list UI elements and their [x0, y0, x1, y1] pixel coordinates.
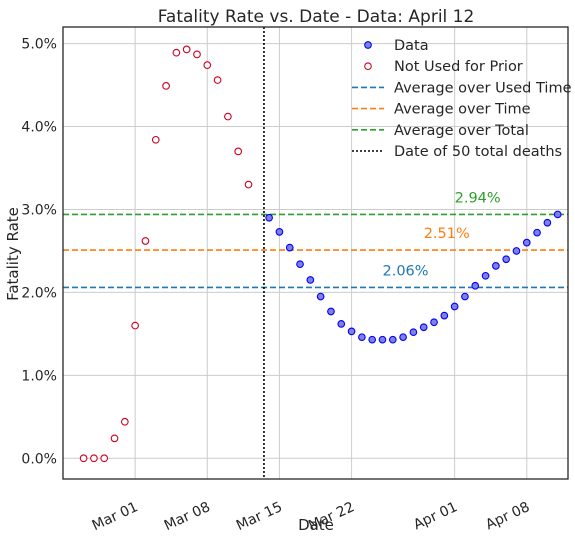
not-used-point: [100, 454, 109, 463]
not-used-point: [213, 76, 222, 84]
not-used-point: [193, 50, 201, 59]
y-tick-label: 3.0%: [21, 202, 57, 218]
legend-entry: Average over Used Time: [394, 80, 572, 96]
data-point: [430, 318, 438, 327]
x-axis-label: Date: [298, 516, 334, 534]
legend-entry: Data: [394, 38, 429, 54]
data-point: [306, 276, 315, 284]
legend-entry: Date of 50 total deaths: [394, 144, 562, 160]
legend-marker: [364, 41, 372, 49]
value-annotations: 2.06% 2.51% 2.94%: [382, 190, 500, 279]
data-point: [337, 320, 346, 328]
legend-entry: Average over Total: [394, 123, 529, 139]
not-used-point: [90, 454, 98, 463]
data-point: [378, 335, 387, 344]
data-point: [296, 260, 304, 269]
y-tick-label: 1.0%: [21, 368, 57, 384]
data-point: [327, 307, 335, 316]
plot-frame: [62, 26, 569, 480]
annotation-label: 2.06%: [382, 263, 428, 279]
data-point: [419, 323, 428, 332]
legend-entry: Average over Time: [394, 102, 531, 118]
not-used-point: [244, 180, 253, 189]
grid: [63, 27, 568, 479]
legend-marker: [364, 62, 372, 71]
not-used-point: [224, 112, 232, 121]
not-used-point: [234, 147, 243, 156]
y-tick-label: 2.0%: [21, 285, 57, 301]
data-point: [285, 243, 294, 252]
data-point: [461, 292, 469, 301]
not-used-point: [182, 45, 191, 54]
legend: Data Not Used for Prior Average over Used …: [352, 38, 572, 160]
not-used-point: [151, 135, 160, 144]
data-point: [553, 210, 562, 219]
data-point: [471, 281, 480, 290]
y-tick-label: 4.0%: [21, 120, 57, 136]
chart-title: Fatality Rate vs. Date - Data: April 12: [158, 7, 475, 27]
not-used-point: [120, 417, 129, 426]
not-used-point: [79, 454, 88, 463]
data-point: [275, 228, 284, 236]
not-used-point: [203, 61, 212, 70]
not-used-point: [131, 321, 139, 330]
not-used-point: [110, 434, 119, 443]
data-point: [440, 311, 449, 320]
data-point: [388, 335, 397, 344]
data-point: [450, 302, 459, 311]
annotation-label: 2.94%: [455, 190, 501, 206]
data-point: [316, 292, 325, 301]
data-point: [265, 213, 273, 222]
y-tick-label: 0.0%: [21, 451, 57, 467]
reference-lines: [63, 27, 568, 479]
y-tick-label: 5.0%: [21, 37, 57, 53]
not-used-point: [162, 82, 170, 90]
data-point: [492, 262, 500, 270]
not-used-point: [141, 237, 150, 245]
data-point: [399, 333, 407, 342]
data-points: [79, 45, 562, 463]
data-point: [512, 247, 521, 255]
y-axis-label: Fatality Rate: [4, 207, 22, 301]
data-point: [368, 335, 377, 344]
data-point: [522, 238, 531, 247]
data-point: [347, 327, 356, 336]
data-point: [533, 228, 541, 237]
data-point: [481, 271, 490, 280]
not-used-point: [172, 48, 181, 57]
data-point: [543, 218, 552, 227]
annotation-label: 2.51%: [424, 226, 470, 242]
data-point: [409, 328, 418, 337]
data-point: [358, 333, 366, 342]
legend-entry: Not Used for Prior: [394, 59, 523, 75]
data-point: [502, 255, 511, 264]
